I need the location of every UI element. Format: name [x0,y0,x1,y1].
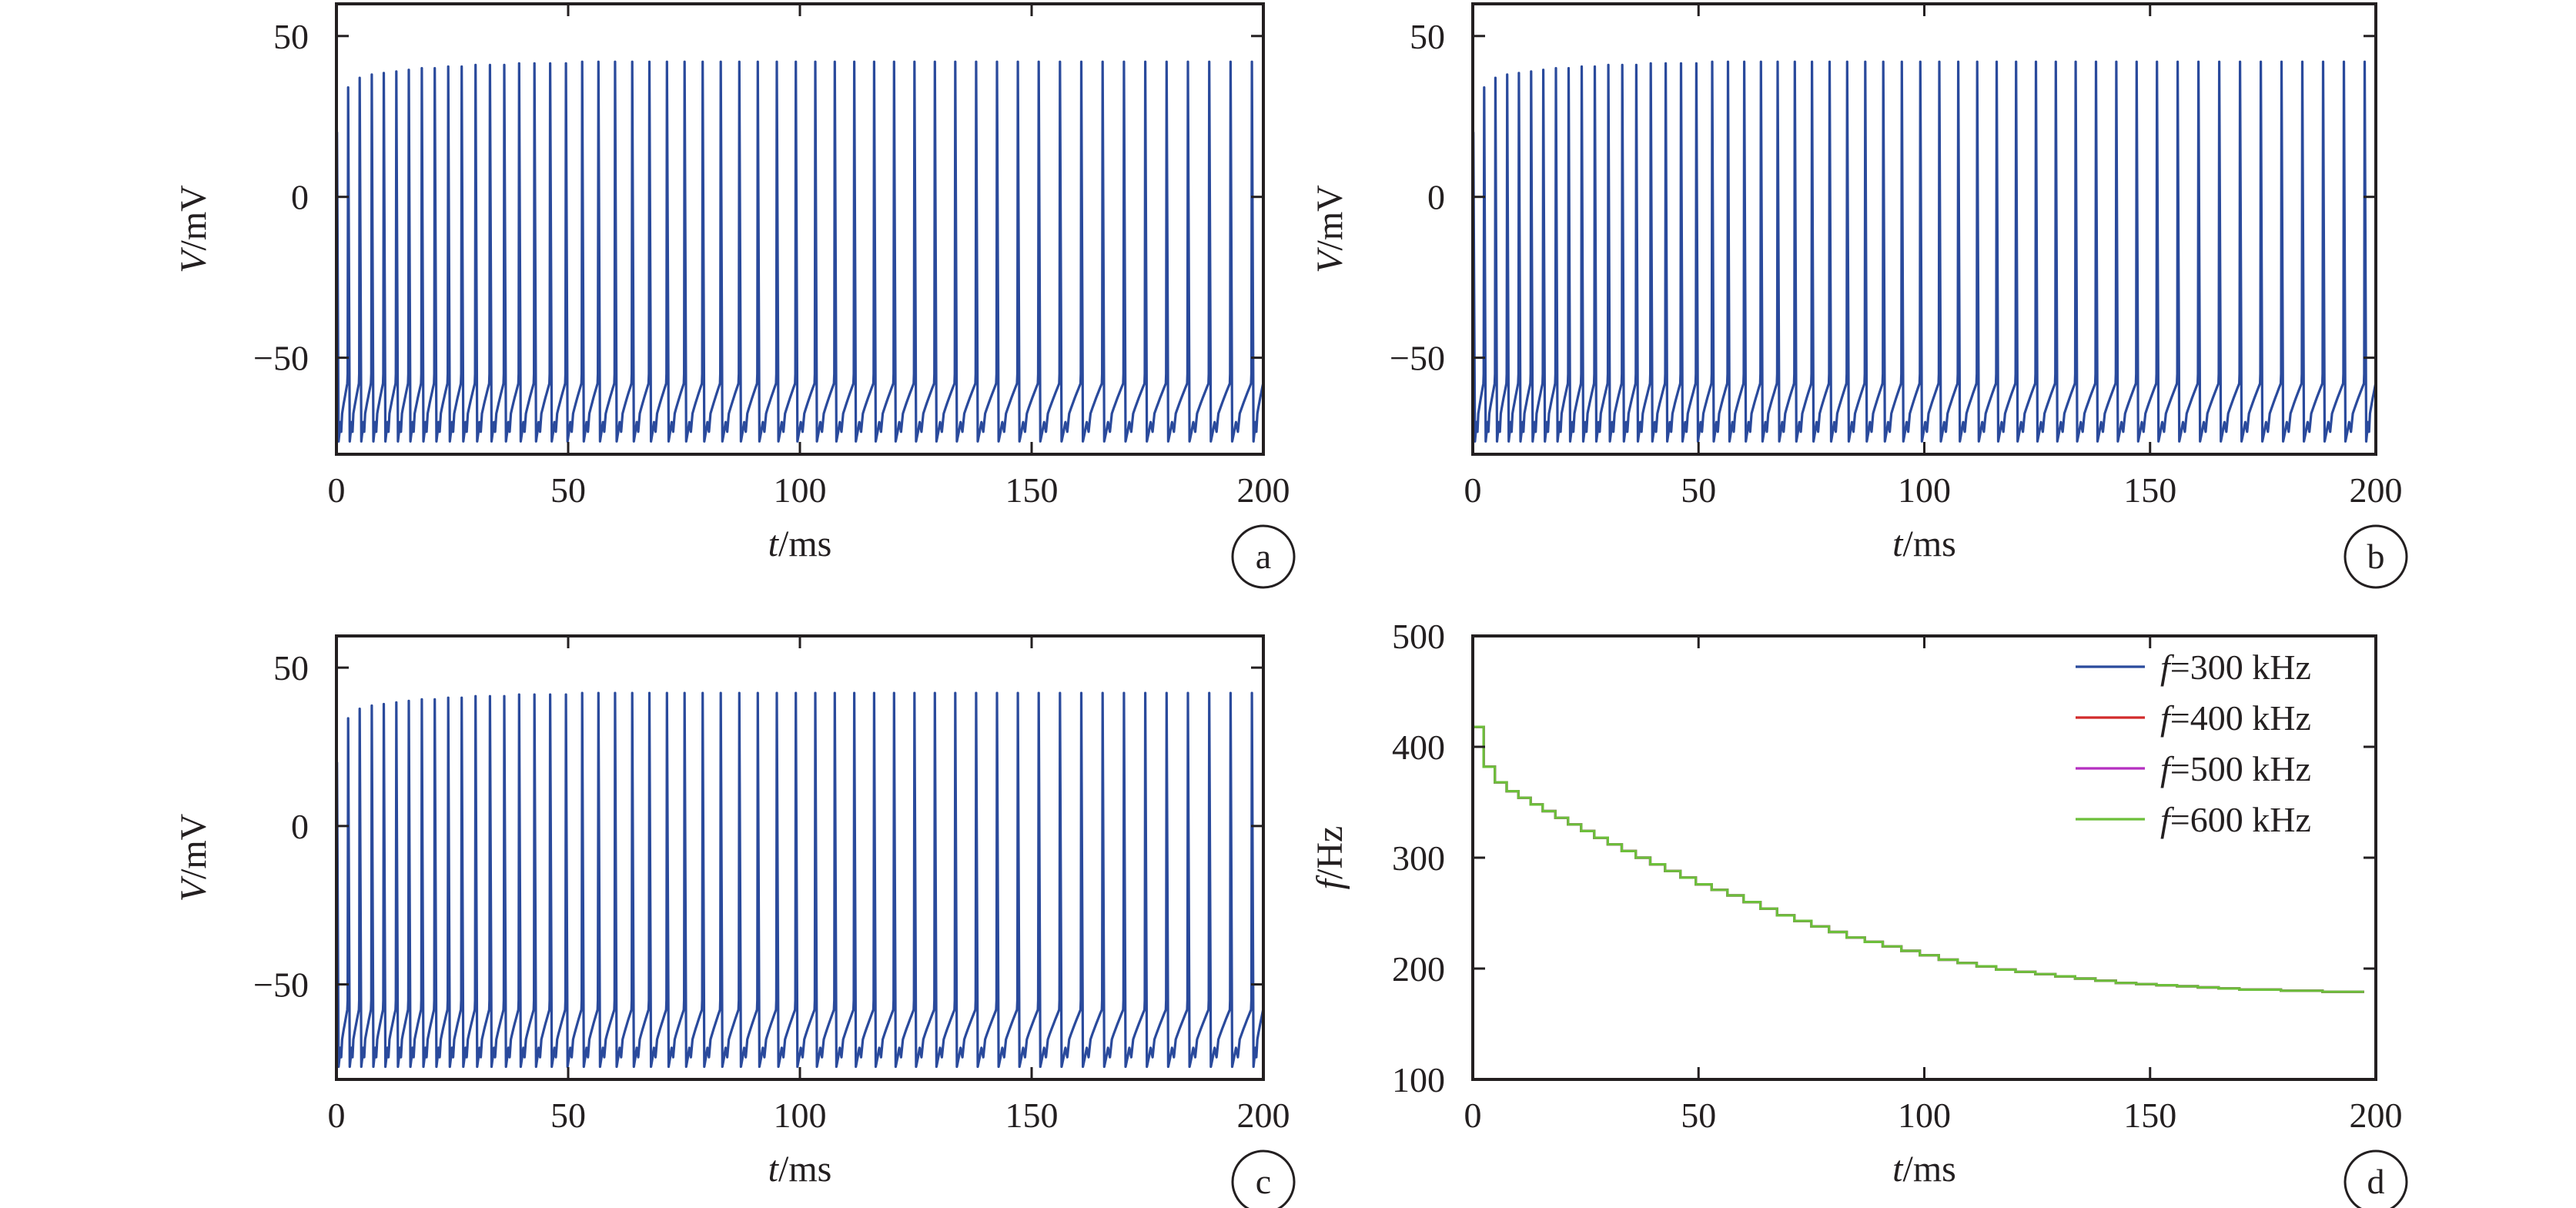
panel-letter: c [1256,1162,1271,1201]
y-axis-label-var: V [173,247,214,273]
y-tick-label: 0 [291,807,309,846]
x-tick-label: 200 [1237,470,1290,510]
y-tick-label: 100 [1392,1060,1445,1099]
x-tick-label: 200 [1237,1096,1290,1135]
panel-letter-circle [2343,524,2408,589]
x-tick-label: 50 [1681,1096,1716,1135]
x-axis-label-var: t [1892,524,1904,564]
x-tick-label: 150 [1005,1096,1059,1135]
y-axis-label: V/mV [1310,185,1350,273]
panel-b: 0 50 100 150 200 −50 0 50 t/ms V/mV b [1310,2,2408,589]
panel-a: 0 50 100 150 200 −50 0 50 t/ms V/mV a [173,2,1296,589]
x-axis-label-unit: /ms [778,1149,831,1190]
x-axis-label: t/ms [768,1149,832,1190]
y-tick-label: 300 [1392,838,1445,878]
x-tick-label: 0 [328,470,346,510]
legend-label-text: =400 kHz [2170,698,2311,738]
x-axis-label-var: t [768,524,780,564]
x-tick-label: 50 [550,470,586,510]
x-tick-label: 0 [1464,470,1482,510]
x-tick-label: 0 [328,1096,346,1135]
y-axis-label-unit: /mV [173,185,214,251]
y-axis-label: V/mV [173,185,214,273]
panel-letter-circle [2343,1149,2408,1208]
x-axis-label: t/ms [1892,1149,1956,1190]
trace-group [1473,60,2376,443]
legend-label-text: =300 kHz [2170,648,2311,687]
y-tick-label: 0 [1427,178,1445,217]
x-axis-label: t/ms [768,524,832,564]
y-axis-label: f/Hz [1310,826,1350,890]
y-tick-label: 50 [273,17,309,56]
x-axis-label-unit: /ms [1902,524,1955,564]
x-tick-label: 0 [1464,1096,1482,1135]
x-axis-label-unit: /ms [1902,1149,1955,1190]
x-tick-label: 100 [774,1096,827,1135]
panel-letter-circle [1231,524,1296,589]
x-tick-label: 50 [1681,470,1716,510]
x-tick-label: 150 [1005,470,1059,510]
y-tick-label: −50 [253,339,309,378]
y-axis-label-unit: /Hz [1310,826,1350,879]
x-tick-label: 100 [774,470,827,510]
panel-letter-circle [1231,1149,1296,1208]
frequency-series-f600 [1473,725,2364,993]
legend-label: f=400 kHz [2160,698,2311,738]
x-axis-label-var: t [1892,1149,1904,1190]
x-axis-label-unit: /ms [778,524,831,564]
y-tick-label: −50 [1390,339,1445,378]
y-tick-label: 200 [1392,949,1445,989]
y-tick-label: 0 [291,178,309,217]
legend-label: f=500 kHz [2160,749,2311,788]
voltage-trace [1473,60,2376,443]
y-tick-label: 500 [1392,617,1445,656]
x-tick-label: 150 [2123,470,2176,510]
x-tick-label: 150 [2123,1096,2176,1135]
legend-label-text: =500 kHz [2170,749,2311,788]
voltage-trace [336,691,1263,1069]
legend-label: f=600 kHz [2160,800,2311,839]
y-tick-label: 400 [1392,728,1445,767]
y-tick-label: −50 [253,965,309,1005]
y-axis-label-var: V [173,875,214,902]
panel-letter: d [2367,1162,2385,1201]
legend-label: f=300 kHz [2160,648,2311,687]
panel-d: 0 50 100 150 200 100 200 300 400 500 t/ms f/Hz d f=30… [1310,617,2408,1208]
x-tick-label: 200 [2350,1096,2403,1135]
y-tick-label: 50 [273,648,309,688]
x-tick-label: 50 [550,1096,586,1135]
y-axis-label-unit: /mV [1310,185,1350,251]
y-tick-label: 50 [1410,17,1445,56]
y-axis-label: V/mV [173,813,214,902]
trace-group [336,691,1263,1069]
x-axis-label: t/ms [1892,524,1956,564]
y-axis-label-unit: /mV [173,813,214,879]
panel-c: 0 50 100 150 200 −50 0 50 t/ms V/mV c [173,634,1296,1208]
panel-letter: a [1256,537,1271,576]
x-axis-label-var: t [768,1149,780,1190]
voltage-trace [336,60,1263,443]
trace-group [336,60,1263,443]
y-axis-label-var: V [1310,247,1350,273]
x-tick-label: 100 [1898,470,1951,510]
legend-label-text: =600 kHz [2170,800,2311,839]
x-tick-label: 100 [1898,1096,1951,1135]
x-tick-label: 200 [2350,470,2403,510]
panel-letter: b [2367,537,2385,576]
